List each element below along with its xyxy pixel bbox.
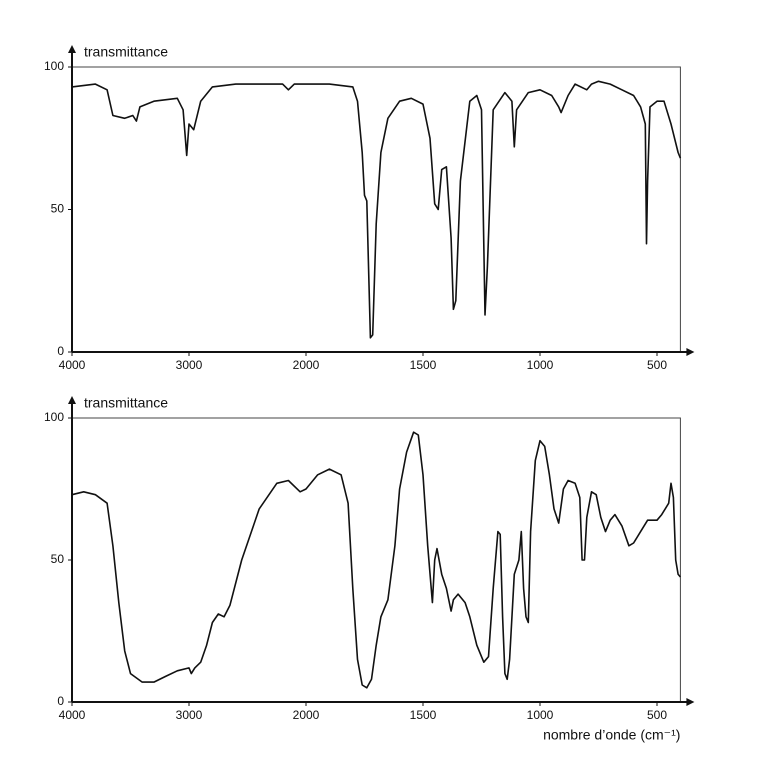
x-tick-label: 2000 — [293, 708, 320, 722]
y-tick-label: 0 — [57, 344, 64, 358]
y-axis-arrow — [68, 45, 76, 53]
x-axis-label: nombre d’onde (cm⁻¹) — [543, 727, 680, 743]
x-tick-label: 4000 — [59, 358, 86, 372]
x-axis-arrow — [686, 348, 695, 356]
x-tick-label: 500 — [647, 358, 667, 372]
y-tick-label: 50 — [51, 202, 65, 216]
y-tick-label: 50 — [51, 552, 65, 566]
y-axis-label: transmittance — [84, 395, 168, 411]
x-tick-label: 1500 — [410, 358, 437, 372]
x-tick-label: 500 — [647, 708, 667, 722]
y-axis-arrow — [68, 396, 76, 404]
spectrum-line — [71, 431, 682, 689]
x-tick-label: 2000 — [293, 358, 320, 372]
x-tick-label: 1500 — [410, 708, 437, 722]
x-tick-label: 3000 — [176, 708, 203, 722]
y-tick-label: 0 — [57, 694, 64, 708]
plot-frame — [71, 66, 681, 353]
x-tick-label: 3000 — [176, 358, 203, 372]
spectrum-line — [71, 80, 682, 339]
y-tick-label: 100 — [44, 59, 64, 73]
x-tick-label: 1000 — [527, 358, 554, 372]
y-axis-label: transmittance — [84, 44, 168, 60]
x-tick-label: 1000 — [527, 708, 554, 722]
x-tick-label: 4000 — [59, 708, 86, 722]
x-axis-arrow — [686, 698, 695, 706]
y-tick-label: 100 — [44, 410, 64, 424]
plot-frame — [71, 417, 681, 703]
